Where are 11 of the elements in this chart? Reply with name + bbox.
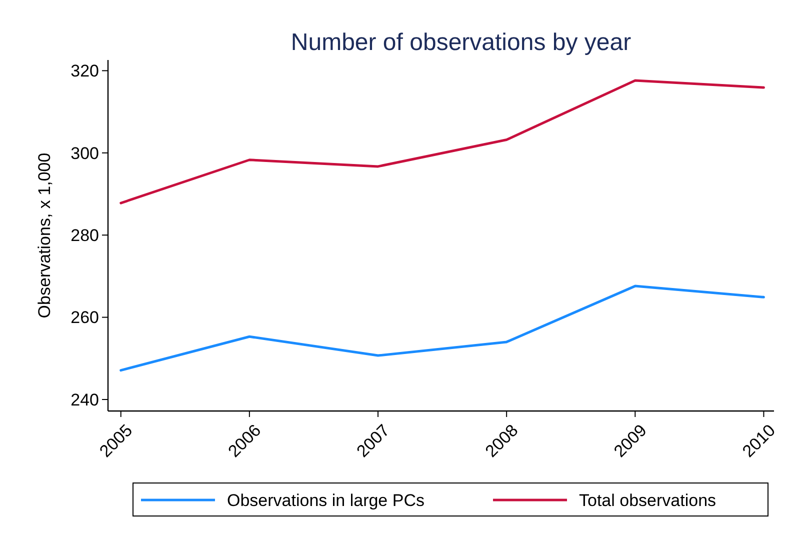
y-tick-label: 260	[70, 308, 99, 328]
y-tick-label: 240	[70, 390, 99, 410]
legend-label: Observations in large PCs	[227, 490, 424, 510]
y-tick-label: 300	[70, 144, 99, 163]
y-axis-title: Observations, x 1,000	[35, 152, 54, 318]
y-tick-label: 280	[70, 226, 99, 246]
line-series	[120, 284, 765, 372]
legend-label: Total observations	[579, 490, 716, 510]
y-tick-label: 320	[70, 62, 99, 81]
line-series	[120, 79, 765, 204]
chart-title: Number of observations by year	[290, 29, 632, 56]
